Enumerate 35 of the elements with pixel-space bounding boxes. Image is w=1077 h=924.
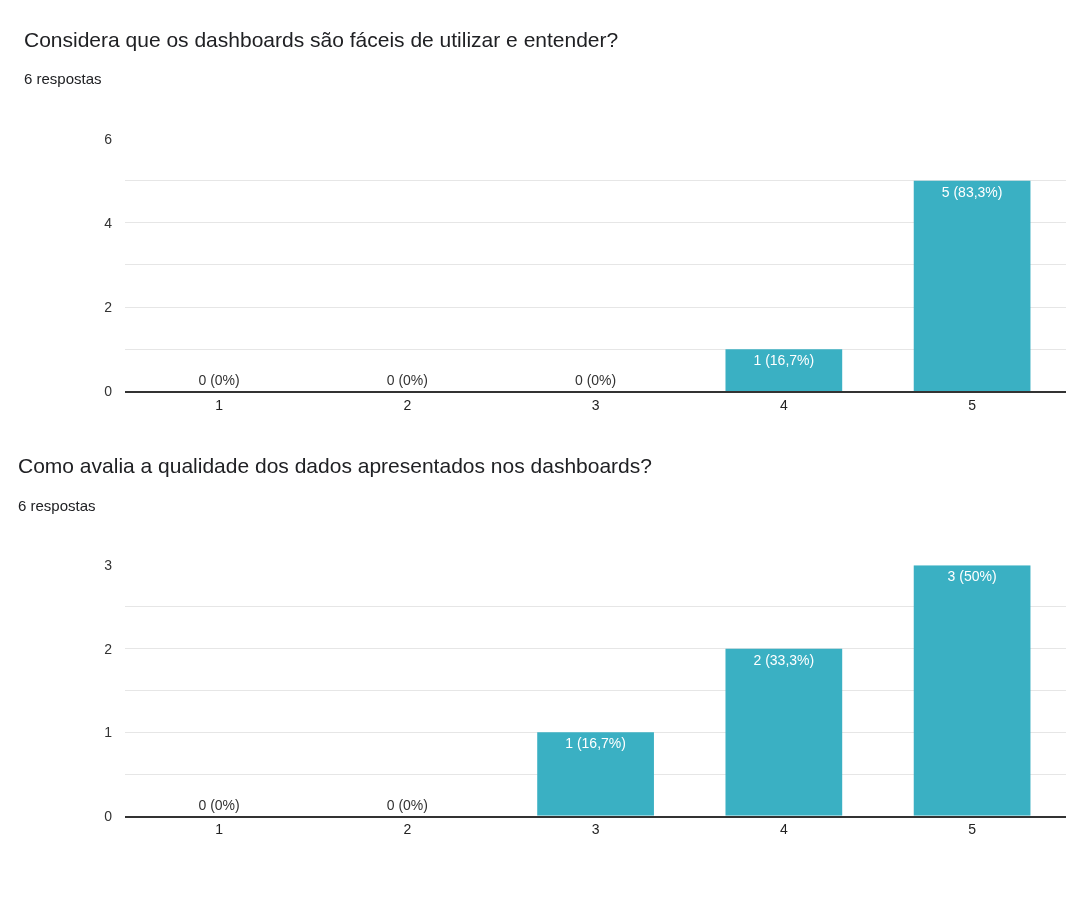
y-tick-label: 3 <box>104 557 113 574</box>
x-tick-label: 5 <box>968 396 977 413</box>
chart-subtitle: 6 respostas <box>24 70 102 87</box>
x-tick-label: 4 <box>779 396 788 413</box>
data-label: 3 (50%) <box>947 568 997 585</box>
x-tick-label: 3 <box>591 821 600 838</box>
y-tick-label: 2 <box>104 640 113 657</box>
data-label: 1 (16,7%) <box>565 735 626 752</box>
data-label: 2 (33,3%) <box>753 651 815 668</box>
x-tick-label: 1 <box>215 821 224 838</box>
x-tick-label: 3 <box>591 396 600 413</box>
data-label: 5 (83,3%) <box>941 183 1003 200</box>
y-tick-label: 6 <box>104 130 113 147</box>
x-tick-label: 2 <box>403 821 412 838</box>
bar <box>725 648 843 816</box>
x-tick-label: 1 <box>215 396 224 413</box>
y-tick-label: 1 <box>104 724 113 741</box>
chart-title: Como avalia a qualidade dos dados apresentados nos dashboards? <box>18 454 652 477</box>
data-label: 0 (0%) <box>386 796 428 813</box>
x-tick-label: 2 <box>403 396 412 413</box>
data-label: 0 (0%) <box>574 372 617 389</box>
data-label: 0 (0%) <box>386 372 428 389</box>
y-tick-label: 0 <box>104 383 113 400</box>
chart-subtitle: 6 respostas <box>18 497 96 514</box>
y-tick-label: 2 <box>104 298 113 315</box>
data-label: 1 (16,7%) <box>753 352 815 369</box>
x-tick-label: 5 <box>968 821 977 838</box>
data-label: 0 (0%) <box>198 372 240 389</box>
x-tick-label: 4 <box>779 821 788 838</box>
bar <box>913 565 1031 816</box>
y-tick-label: 4 <box>104 214 113 231</box>
y-tick-label: 0 <box>104 807 113 824</box>
chart-title: Considera que os dashboards são fáceis de utilizar e entender? <box>24 28 619 51</box>
data-label: 0 (0%) <box>198 796 240 813</box>
bar <box>537 732 654 816</box>
